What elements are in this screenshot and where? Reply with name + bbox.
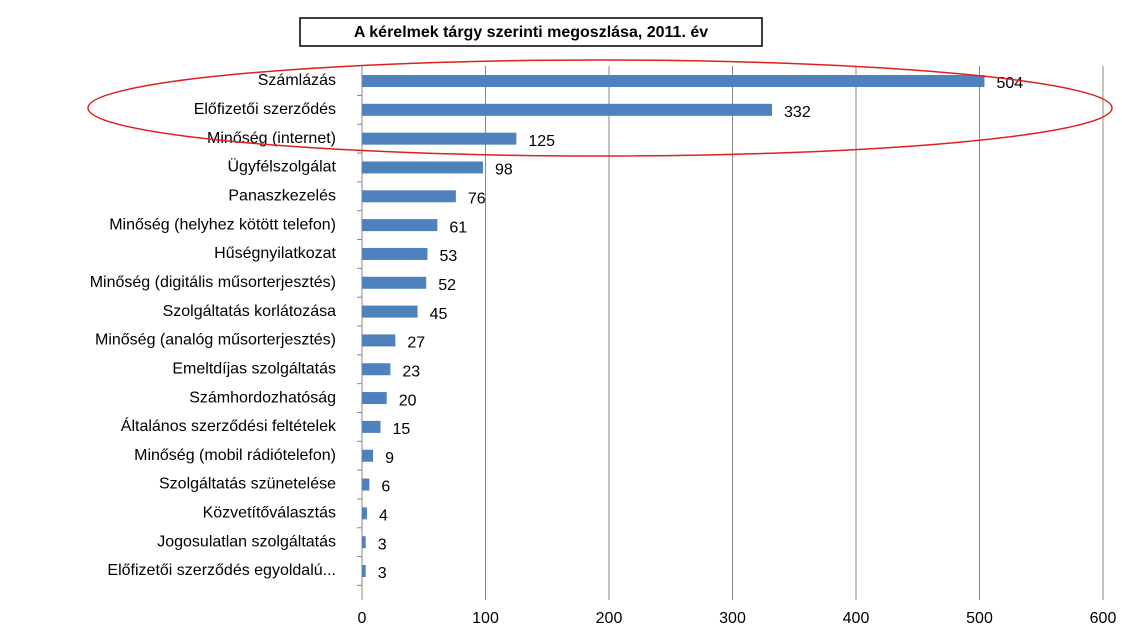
bar [362, 276, 427, 289]
y-tick-label: Általános szerződési feltételek [121, 416, 337, 435]
highlight-ellipse [87, 59, 1113, 157]
data-label: 3 [378, 565, 387, 582]
data-label: 52 [438, 277, 456, 294]
data-label: 20 [399, 392, 417, 409]
bar [362, 103, 773, 116]
y-tick-label: Előfizetői szerződés [194, 101, 336, 118]
data-label: 332 [784, 104, 811, 121]
x-tick-label: 200 [596, 610, 623, 627]
bar [362, 449, 374, 462]
data-label: 125 [528, 133, 555, 150]
data-label: 45 [430, 306, 448, 323]
bar [362, 565, 366, 577]
y-tick-label: Szolgáltatás korlátozása [163, 303, 337, 320]
bar [362, 507, 367, 520]
bar [362, 247, 428, 260]
y-tick-label: Minőség (mobil rádiótelefon) [134, 447, 336, 464]
x-tick-label: 400 [843, 610, 870, 627]
bar [362, 305, 418, 318]
y-tick-label: Közvetítőválasztás [203, 505, 336, 522]
y-tick-label: Minőség (analóg műsorterjesztés) [95, 332, 336, 349]
bar [362, 132, 517, 145]
bar [362, 190, 456, 203]
y-tick-label: Szolgáltatás szünetelése [159, 476, 336, 493]
bar [362, 161, 484, 174]
title-box [299, 17, 763, 47]
x-tick-label: 500 [966, 610, 993, 627]
data-label: 27 [407, 335, 425, 352]
bar [362, 334, 396, 347]
x-tick-label: 300 [719, 610, 746, 627]
y-tick-label: Előfizetői szerződés egyoldalú... [107, 562, 336, 579]
bar [362, 75, 985, 87]
bar [362, 219, 438, 232]
y-tick-label: Számlázás [258, 72, 336, 89]
y-tick-label: Hűségnyilatkozat [214, 245, 336, 262]
bar [362, 420, 381, 433]
data-label: 6 [381, 479, 390, 496]
data-label: 98 [495, 162, 513, 179]
y-tick-label: Ügyfélszolgálat [228, 158, 337, 176]
data-label: 15 [393, 421, 411, 438]
data-label: 9 [385, 450, 394, 467]
y-tick-label: Jogosulatlan szolgáltatás [157, 533, 336, 550]
bar [362, 363, 391, 376]
y-tick-label: Panaszkezelés [228, 188, 336, 205]
bar [362, 392, 387, 405]
y-tick-label: Számhordozhatóság [189, 389, 336, 406]
x-tick-label: 600 [1090, 610, 1117, 627]
x-tick-label: 100 [472, 610, 499, 627]
data-label: 3 [378, 536, 387, 553]
y-tick-label: Minőség (helyhez kötött telefon) [109, 216, 336, 233]
data-label: 76 [468, 191, 486, 208]
data-label: 53 [439, 248, 457, 265]
y-tick-label: Emeltdíjas szolgáltatás [172, 360, 336, 377]
bar [362, 536, 366, 549]
data-label: 61 [449, 219, 467, 236]
bar [362, 478, 370, 491]
y-tick-label: Minőség (digitális műsorterjesztés) [90, 274, 336, 291]
data-label: 4 [379, 508, 388, 525]
x-tick-label: 0 [358, 610, 367, 627]
chart-title: A kérelmek tárgy szerinti megoszlása, 20… [354, 24, 708, 41]
data-label: 23 [402, 363, 420, 380]
